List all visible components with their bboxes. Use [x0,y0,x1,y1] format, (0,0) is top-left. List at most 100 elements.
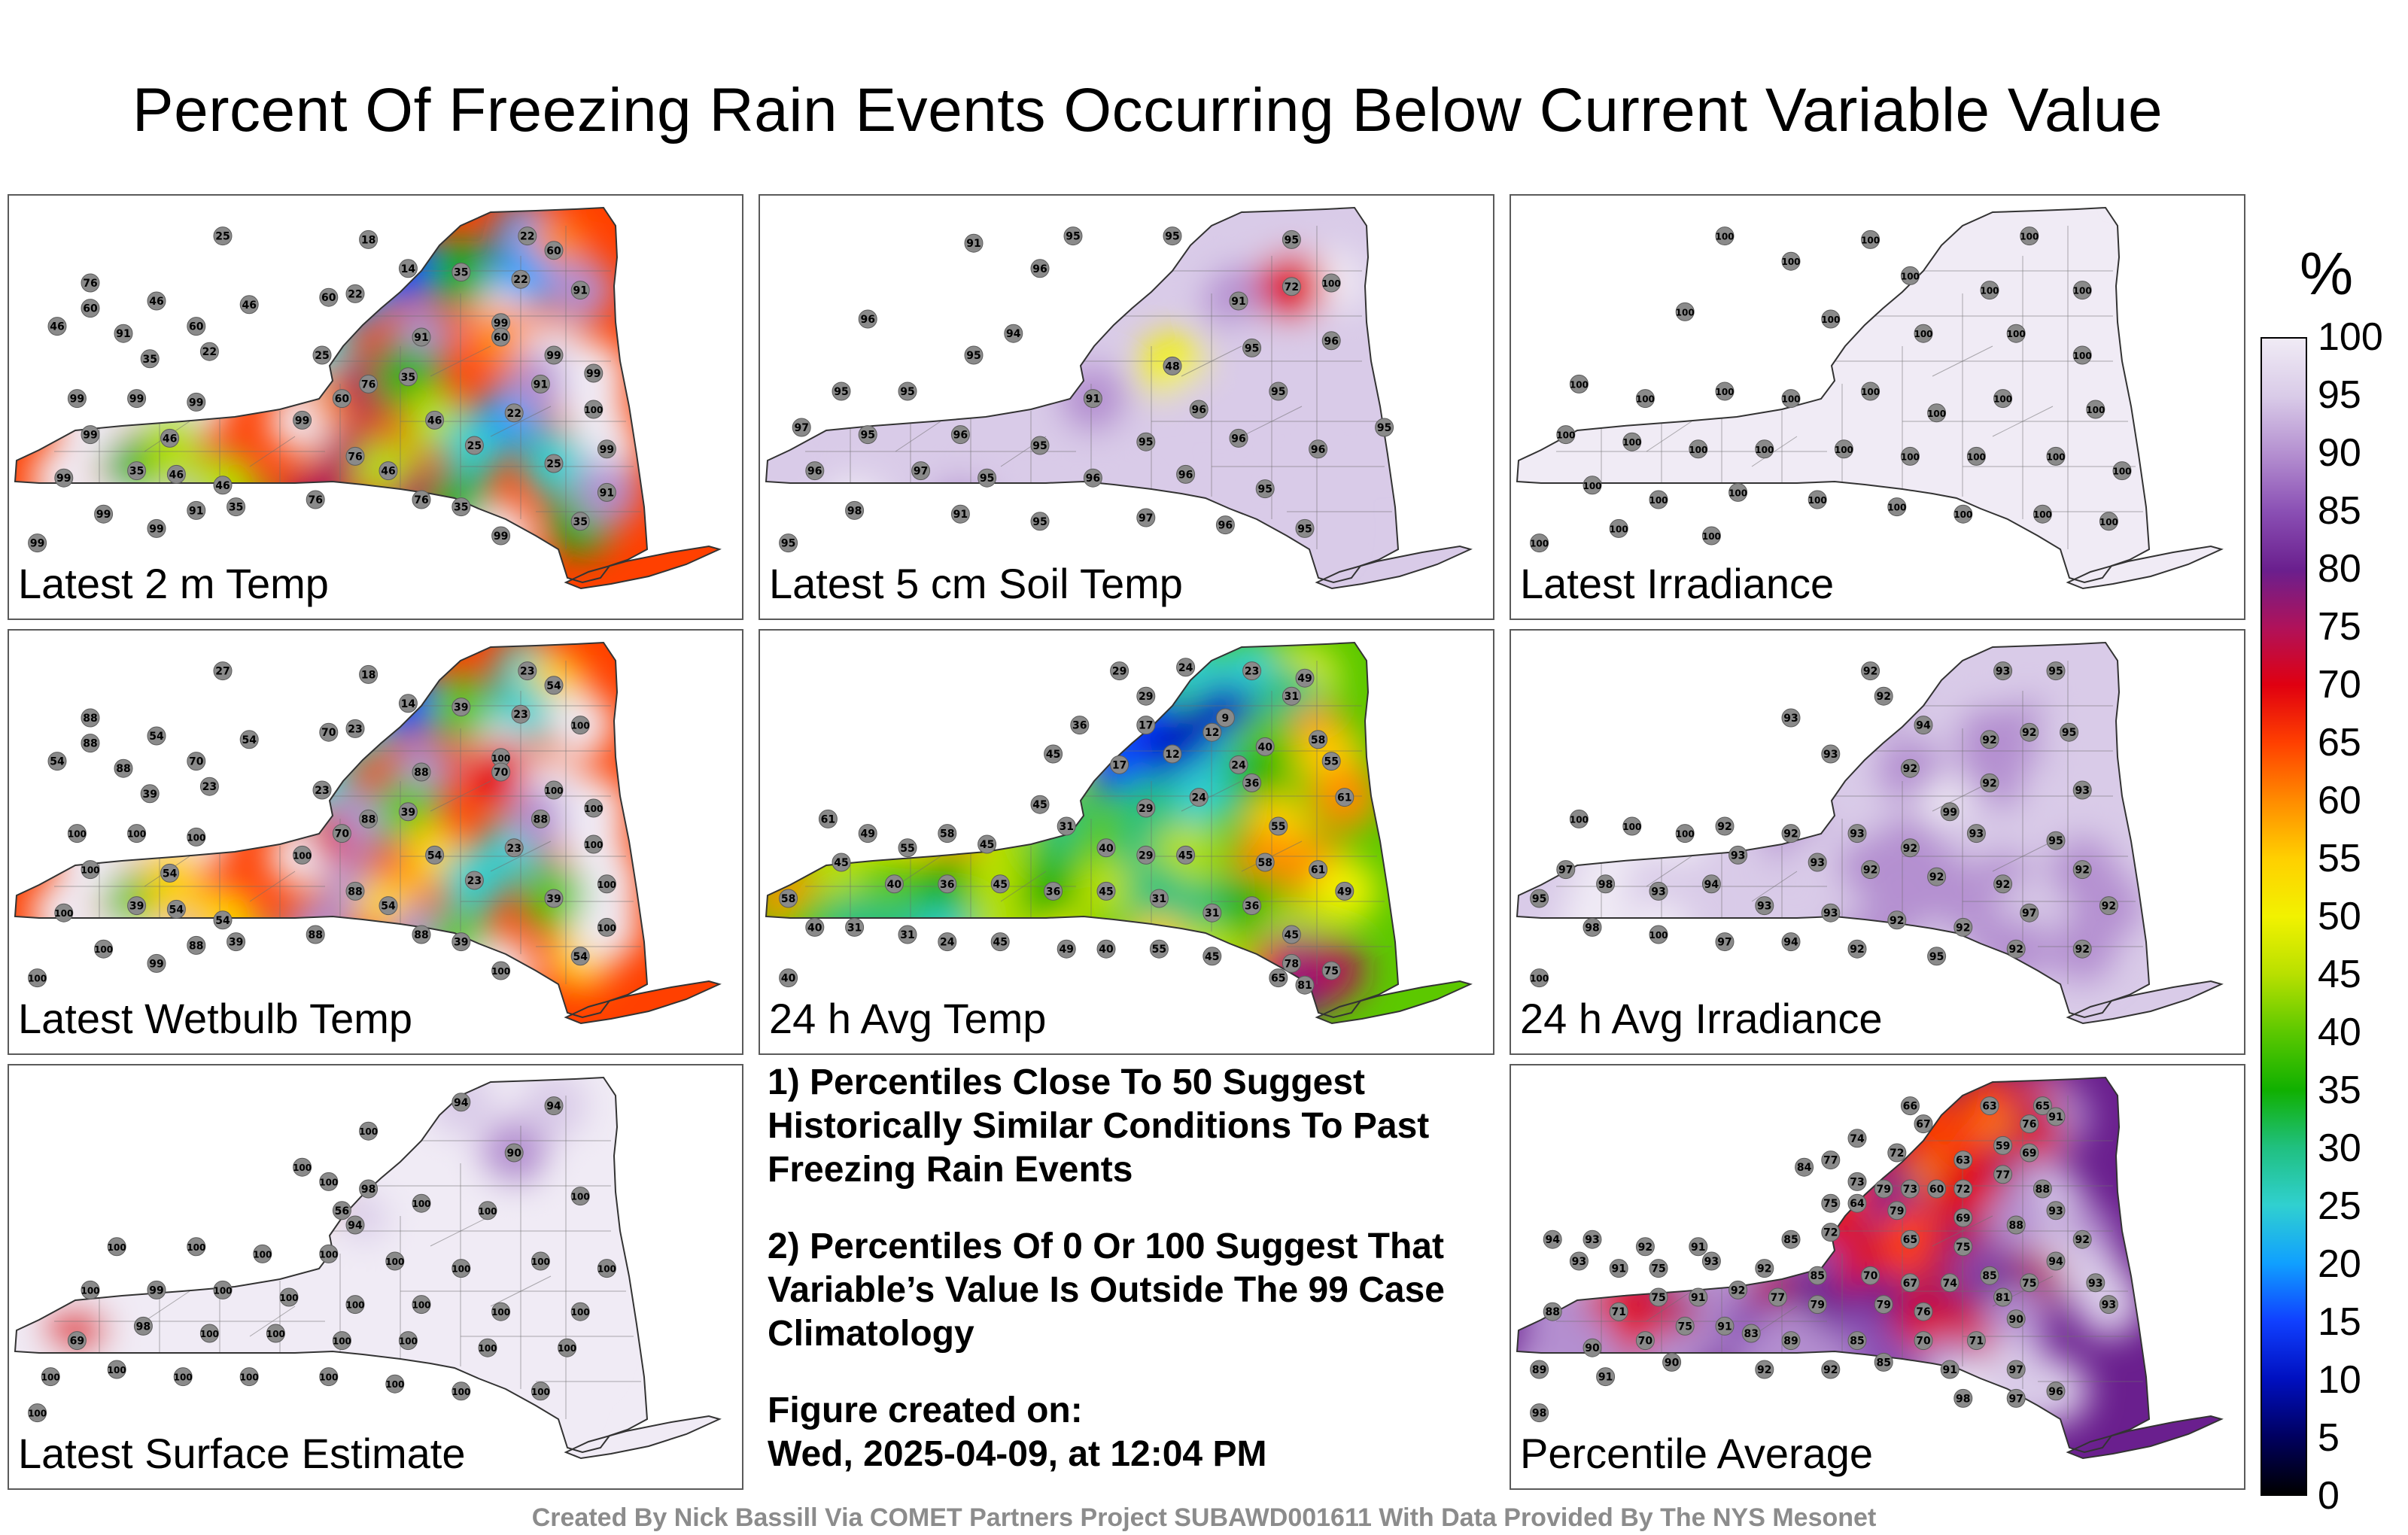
station-value: 95 [2048,835,2063,847]
station-dot [199,777,219,796]
county-line [1932,345,1993,377]
station-dot [266,1324,285,1343]
station-value: 100 [81,865,99,876]
station-marker: 93 [1728,845,1748,865]
station-dot [2046,446,2066,466]
state-outline [765,206,1400,584]
station-value: 39 [401,807,415,819]
station-value: 61 [1311,865,1325,877]
station-marker: 60 [187,317,206,336]
station-marker: 98 [1953,1388,1973,1408]
station-value: 92 [1823,1364,1838,1376]
station-dot [1715,381,1735,401]
station-value: 23 [513,709,528,721]
station-dot [1900,1230,1920,1249]
station-dot [81,273,100,293]
station-dot [1887,1201,1907,1220]
station-marker: 60 [1927,1179,1947,1199]
state-outline [1516,1076,2151,1454]
station-dot [1993,1165,2013,1184]
station-dot [884,874,904,894]
colorbar-tick: 85 [2318,489,2361,533]
station-value: 100 [1728,488,1747,498]
station-dot [107,1360,126,1379]
station-dot [1044,881,1063,901]
station-marker: 100 [399,1331,418,1351]
station-marker: 45 [1096,881,1116,901]
station-dot [1136,798,1156,818]
station-value: 96 [1231,433,1245,445]
station-marker: 100 [345,1295,365,1315]
station-dot [491,762,511,782]
station-marker: 99 [147,1280,166,1299]
station-value: 55 [900,843,914,855]
station-marker: 54 [213,910,233,930]
station-value: 29 [1139,691,1153,703]
station-dot [845,500,865,520]
station-marker: 100 [319,1367,338,1387]
station-value: 14 [401,263,416,275]
station-marker: 45 [990,932,1010,952]
station-dot [990,874,1010,894]
county-line [490,1275,552,1307]
station-marker: 24 [938,932,957,952]
station-dot [1335,788,1354,807]
station-marker: 100 [2099,512,2118,531]
station-value: 100 [1676,829,1695,840]
station-value: 100 [478,1206,497,1217]
station-dot [1781,1230,1801,1249]
station-value: 54 [242,734,257,746]
station-value: 64 [1850,1198,1865,1210]
station-marker: 100 [478,1201,497,1220]
station-dot [213,1280,233,1299]
station-dot [597,917,616,937]
station-dot [544,241,564,260]
station-marker: 95 [1282,229,1301,249]
county-line [430,1215,491,1247]
station-value: 58 [781,893,795,905]
station-value: 91 [1691,1242,1705,1254]
station-value: 79 [1890,1205,1904,1217]
station-dot [1649,881,1668,901]
station-marker: 100 [1980,281,1999,300]
station-marker: 58 [938,824,957,843]
station-dot [977,834,997,854]
station-value: 99 [70,394,84,406]
station-value: 39 [454,937,468,949]
station-dot [1781,1331,1801,1351]
station-dot [2046,1107,2066,1126]
county-line [490,406,552,437]
station-dot [464,436,484,455]
station-value: 96 [1218,520,1233,532]
station-dot [1900,838,1920,858]
station-marker: 100 [1901,266,1920,285]
county-line [490,840,552,872]
station-dot [1229,755,1248,774]
station-dot [911,461,931,481]
station-value: 91 [1717,1321,1732,1333]
station-dot [1083,389,1102,409]
station-marker: 100 [2020,226,2039,246]
station-value: 99 [586,368,600,380]
station-value: 92 [1638,1242,1652,1254]
station-marker: 45 [977,834,997,854]
station-marker: 100 [81,1280,100,1299]
station-value: 95 [1271,386,1285,398]
county-line [1751,871,1798,902]
station-dot [1821,1150,1841,1170]
station-value: 92 [1890,915,1904,927]
station-dot [166,464,186,484]
station-dot [1821,903,1841,923]
station-value: 88 [116,763,130,775]
station-marker: 92 [2072,1230,2092,1249]
station-value: 92 [2075,944,2089,956]
station-value: 100 [319,1177,338,1187]
station-dot [2033,1179,2052,1199]
colorbar-tick: 15 [2318,1300,2361,1344]
station-dot [1583,1230,1602,1249]
station-marker: 35 [451,497,471,517]
station-marker: 100 [1821,309,1840,329]
station-dot [1609,1302,1628,1321]
station-marker: 22 [518,226,537,246]
station-value: 100 [319,1249,338,1260]
